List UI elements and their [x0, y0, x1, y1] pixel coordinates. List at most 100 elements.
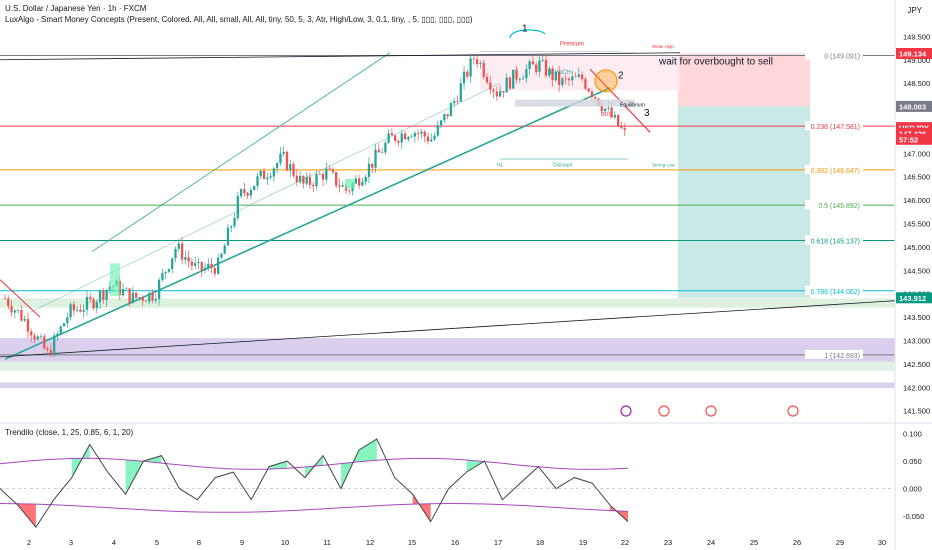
price-badge-text: 148.003: [899, 102, 926, 111]
candle-body: [292, 164, 295, 176]
candle-body: [492, 89, 495, 92]
equilibrium-zone: [515, 99, 635, 107]
smc-layer: Premium Weak High CHoCH Equilibrium BOS Disco…: [480, 24, 799, 417]
candle-body: [30, 331, 33, 336]
chart-title: U.S. Dollar / Japanese Yen · 1h · FXCM: [5, 4, 147, 13]
candle-body: [407, 136, 410, 140]
price-badge[interactable]: [896, 292, 932, 304]
time-tick-label: 19: [579, 538, 587, 547]
candle-body: [479, 62, 482, 65]
candle-body: [482, 62, 485, 77]
price-badge[interactable]: [896, 122, 932, 134]
candle-body: [515, 69, 518, 80]
candle-body: [207, 263, 210, 268]
price-badge-text: 57:52: [899, 135, 918, 144]
osc-overbought-fill: [269, 461, 288, 470]
trendline-top[interactable]: [0, 52, 681, 61]
event-icon[interactable]: [705, 405, 717, 417]
osc-tick-label: 0.050: [903, 457, 922, 466]
candle-body: [459, 83, 462, 102]
price-badge[interactable]: [896, 133, 932, 145]
support-band: [0, 298, 895, 308]
time-tick-label: 5: [155, 538, 159, 547]
highlight-circle[interactable]: [594, 69, 618, 93]
candle-body: [426, 136, 430, 142]
candle-body: [289, 164, 292, 171]
event-icon[interactable]: [787, 405, 799, 417]
time-tick-label: 16: [451, 538, 459, 547]
price-tick-label: 142.000: [903, 383, 930, 392]
oscillator-layer: [0, 438, 895, 529]
candle-body: [62, 323, 66, 327]
time-tick-label: 30: [878, 538, 886, 547]
candle-body: [364, 176, 367, 182]
candle-body: [20, 310, 23, 321]
event-icon[interactable]: [658, 405, 670, 417]
event-icon[interactable]: [620, 405, 632, 417]
candle-body: [82, 309, 85, 312]
candle-body: [453, 100, 456, 104]
candle-body: [613, 114, 617, 118]
candle-body: [423, 131, 426, 137]
time-tick-label: 17: [494, 538, 502, 547]
fib-level-label: 0.5 (145.892): [818, 203, 860, 210]
candle-body: [548, 68, 551, 76]
indicator-legend[interactable]: LuxAlgo - Smart Money Concepts (Present,…: [5, 15, 473, 24]
candle-body: [39, 336, 43, 338]
weak-high-label: Weak High: [652, 44, 674, 49]
candle-body: [554, 71, 558, 81]
time-tick-label: 10: [281, 538, 289, 547]
candle-body: [403, 133, 407, 140]
currency-label[interactable]: JPY: [907, 6, 922, 15]
candle-body: [361, 181, 364, 186]
osc-line[interactable]: [0, 438, 629, 529]
trendline-support[interactable]: [4, 87, 611, 360]
candle-body: [541, 59, 544, 61]
candle-body: [59, 326, 62, 334]
trendline-bottom[interactable]: [0, 300, 896, 358]
candle-body: [197, 262, 200, 264]
candle-body: [269, 176, 272, 178]
candle-body: [246, 193, 249, 196]
price-badge[interactable]: [896, 47, 932, 59]
candle-body: [302, 175, 305, 184]
candle-body: [561, 78, 564, 85]
support-band-low: [0, 361, 895, 371]
candle-body: [446, 114, 449, 117]
candle-body: [167, 269, 171, 272]
candle-body: [443, 114, 446, 121]
time-tick-label: 24: [707, 538, 715, 547]
candle-body: [180, 243, 184, 260]
candle-body: [72, 304, 76, 311]
candle-body: [266, 177, 269, 179]
down-line-left[interactable]: [0, 279, 41, 318]
stop-loss-zone[interactable]: [678, 53, 810, 107]
candle-body: [312, 184, 315, 187]
price-tick-label: 142.500: [903, 360, 930, 369]
channel-upper[interactable]: [91, 52, 391, 252]
price-badge[interactable]: [896, 100, 932, 112]
candle-body: [236, 196, 239, 219]
price-badge[interactable]: [896, 127, 932, 139]
candle-body: [164, 271, 167, 274]
note-text: wait for overbought to sell: [658, 56, 773, 67]
candle-body: [295, 175, 298, 183]
osc-lower-band[interactable]: [0, 502, 629, 513]
candle-body: [577, 74, 580, 77]
osc-upper-band[interactable]: [0, 457, 629, 470]
candle-body: [128, 288, 131, 303]
oscillator-legend[interactable]: Trendilo (close, 1, 25, 0.85, 6, 1, 20): [5, 428, 134, 437]
take-profit-zone[interactable]: [678, 106, 810, 298]
candle-body: [390, 133, 394, 136]
candle-body: [253, 185, 256, 191]
candle-body: [13, 310, 16, 313]
candle-body: [508, 77, 512, 89]
candle-body: [239, 189, 243, 197]
price-tick-label: 141.500: [903, 407, 930, 416]
channel-mid[interactable]: [29, 82, 501, 313]
price-tick-label: 148.500: [903, 79, 930, 88]
price-tick-label: 149.000: [903, 56, 930, 65]
candle-body: [325, 168, 328, 180]
